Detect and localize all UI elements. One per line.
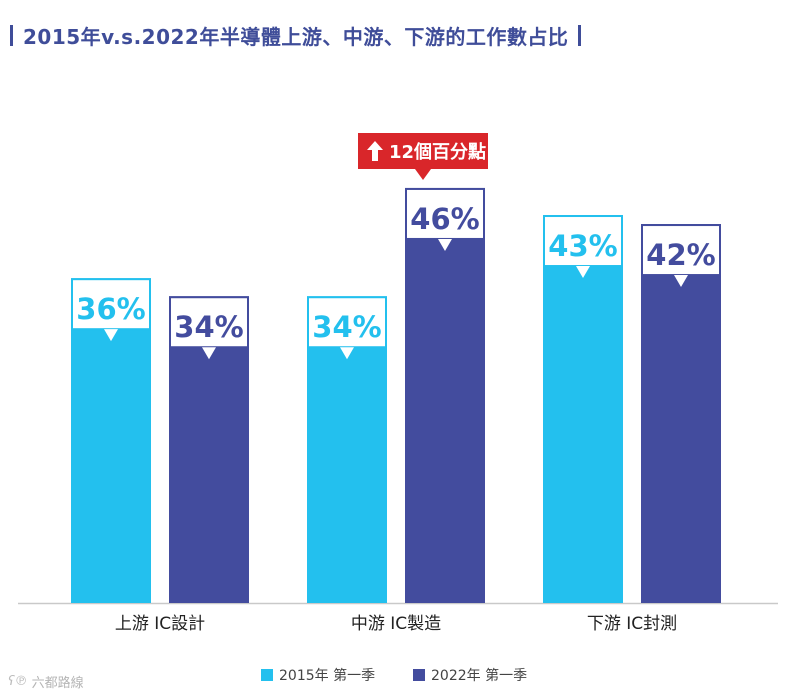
data-label-box	[405, 187, 485, 240]
data-label-pointer	[104, 329, 118, 342]
bar-2015-2	[543, 215, 623, 604]
legend-label-1: 2022年 第一季	[431, 667, 527, 684]
logo-icon: ʕ℗	[8, 674, 28, 689]
data-label: 36%	[76, 292, 145, 326]
x-tick-label: 上游 IC設計	[115, 614, 205, 634]
x-tick-label: 下游 IC封測	[587, 614, 677, 634]
data-label-pointer	[438, 238, 452, 251]
data-label-pointer	[202, 347, 216, 360]
data-label: 42%	[646, 238, 715, 272]
watermark: ʕ℗ 六都路線	[8, 672, 84, 691]
data-label-pointer	[340, 347, 354, 360]
bar-2022-1	[405, 187, 485, 604]
annotation-pointer	[415, 169, 431, 180]
data-label-box	[307, 296, 387, 349]
data-label: 46%	[410, 202, 479, 236]
data-label: 34%	[312, 310, 381, 344]
x-tick-label: 中游 IC製造	[351, 614, 441, 634]
bar-2022-2	[641, 224, 721, 603]
data-label: 43%	[548, 229, 617, 263]
data-label-box	[543, 215, 623, 268]
data-label-pointer	[674, 275, 688, 288]
legend-swatch-1	[413, 669, 425, 681]
annotation-box	[358, 133, 488, 169]
arrow-up-icon	[367, 141, 383, 161]
legend-swatch-0	[261, 669, 273, 681]
annotation-text: 12個百分點	[389, 142, 486, 163]
annotation-callout: 12個百分點	[358, 133, 488, 180]
title-left-bar	[10, 24, 13, 46]
legend-label-0: 2015年 第一季	[279, 667, 375, 684]
data-label: 34%	[174, 310, 243, 344]
chart-title: 2015年v.s.2022年半導體上游、中游、下游的工作數占比	[10, 21, 582, 49]
chart-title-text: 2015年v.s.2022年半導體上游、中游、下游的工作數占比	[23, 24, 569, 49]
data-label-box	[71, 278, 151, 331]
watermark-text: 六都路線	[31, 676, 84, 691]
title-right-bar	[578, 24, 582, 46]
data-label-pointer	[576, 266, 590, 279]
